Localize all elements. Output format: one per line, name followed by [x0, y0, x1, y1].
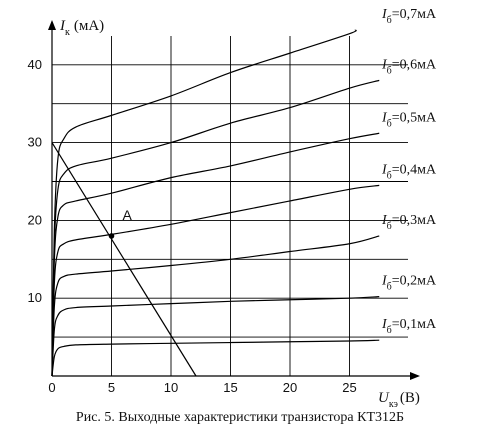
y-tick-label: 10: [28, 290, 42, 305]
load-line-group: A: [51, 142, 197, 377]
load-line: [51, 142, 197, 377]
series-label-5: Iб=0,5мА: [381, 110, 437, 129]
series-label-4: Iб=0,4мА: [381, 162, 437, 181]
series-curve-3: [51, 235, 380, 377]
series-curve-1: [51, 339, 380, 377]
tick-labels: 0 5 10 15 20 25 10 20 30 40: [28, 57, 357, 395]
series-label-3: Iб=0,3мА: [381, 213, 437, 232]
x-axis-arrow: [410, 372, 420, 380]
series-curve-4: [51, 184, 380, 377]
operating-point: [108, 233, 115, 239]
y-axis-arrow: [48, 20, 56, 30]
x-tick-label: 20: [283, 380, 297, 395]
figure-caption: Рис. 5. Выходные характеристики транзист…: [75, 410, 405, 425]
series-labels: Iб=0,1мА Iб=0,2мА Iб=0,3мА Iб=0,4мА Iб=0,5мА…: [381, 7, 437, 336]
y-axis-label: Iк (мА): [59, 18, 104, 38]
series-label-1: Iб=0,1мА: [381, 317, 437, 336]
x-tick-label: 15: [223, 380, 237, 395]
axes: [48, 20, 420, 380]
y-tick-label: 20: [28, 212, 42, 227]
series-curve-6: [51, 79, 380, 377]
y-tick-label: 30: [28, 135, 42, 150]
x-tick-label: 10: [164, 380, 178, 395]
x-tick-label: 0: [48, 380, 55, 395]
series-label-7: Iб=0,7мА: [381, 7, 437, 26]
y-tick-label: 40: [28, 57, 42, 72]
series-label-6: Iб=0,6мА: [381, 57, 437, 76]
grid: [52, 36, 408, 376]
x-axis-label: Uкэ (В): [378, 390, 420, 410]
operating-point-label: A: [123, 207, 133, 223]
curves: [51, 29, 380, 377]
series-curve-7: [51, 29, 357, 377]
series-curve-2: [51, 296, 380, 377]
series-label-2: Iб=0,2мА: [381, 274, 437, 293]
series-curve-5: [51, 132, 380, 377]
x-tick-label: 5: [108, 380, 115, 395]
x-tick-label: 25: [342, 380, 356, 395]
